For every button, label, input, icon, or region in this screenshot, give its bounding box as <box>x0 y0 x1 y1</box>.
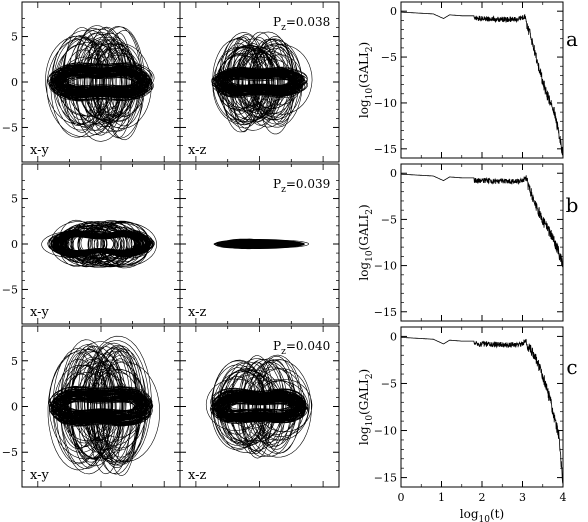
y-tick-label: 0 <box>11 238 18 251</box>
y-tick-label: 0 <box>390 5 397 18</box>
y-axis-label: log10(GALI2) <box>357 42 375 118</box>
y-tick-label: −15 <box>374 472 397 485</box>
gali-panel-b: 0 −5 −10 −15 log10(GALI2) <box>357 163 564 322</box>
gali-curve <box>401 11 564 157</box>
y-tick-label: 0 <box>11 401 18 414</box>
pz-subscript: z <box>281 347 286 357</box>
y-tick-label: −5 <box>2 121 18 134</box>
gali-curve <box>401 173 564 268</box>
y-tick-label: −5 <box>381 377 397 390</box>
pz-value: =0.040 <box>286 339 330 353</box>
pz-symbol: P <box>273 177 281 191</box>
x-tick-label: 3 <box>519 491 526 504</box>
pz-symbol: P <box>273 15 281 29</box>
orbit-trajectory <box>47 335 161 476</box>
projection-label: x-z <box>188 468 206 483</box>
y-tick-label: −10 <box>374 260 397 273</box>
y-tick-label: −5 <box>381 213 397 226</box>
x-axis-label-tail: (t) <box>490 507 504 521</box>
orbit-trajectory-core <box>216 239 303 249</box>
pz-value: =0.039 <box>286 177 330 191</box>
orbit-panel-b-xy: 5 0 −5 x-y <box>2 163 181 325</box>
pz-symbol: P <box>273 339 281 353</box>
y-axis-label-main: log <box>357 262 371 281</box>
y-axis-label: log10(GALI2) <box>357 204 375 280</box>
y-axis-label-mid: (GALI <box>357 379 371 415</box>
projection-label: x-y <box>30 143 49 158</box>
projection-label: x-y <box>30 468 49 483</box>
orbit-panel-b-xz: x-z Pz=0.039 <box>179 163 340 325</box>
orbit-panel-c-xz: x-z Pz=0.040 <box>179 325 340 488</box>
y-tick-label: −10 <box>374 425 397 438</box>
y-axis-label-mid: (GALI <box>357 52 371 88</box>
y-axis-label-main: log <box>357 426 371 445</box>
y-axis-label-tail: ) <box>357 369 371 374</box>
y-axis-label-main: log <box>357 99 371 118</box>
row-labels: a b c <box>566 27 579 379</box>
gali-panel-a: 0 −5 −10 −15 log10(GALI2) <box>357 1 564 159</box>
y-tick-label: 5 <box>11 193 18 206</box>
y-tick-label: −15 <box>374 306 397 319</box>
y-tick-label: −5 <box>381 51 397 64</box>
y-axis-label-sub2: 2 <box>365 374 375 380</box>
pz-label: Pz=0.040 <box>273 339 330 357</box>
orbit-trajectory <box>45 25 155 142</box>
y-tick-label: −15 <box>374 143 397 156</box>
pz-label: Pz=0.039 <box>273 177 330 195</box>
y-tick-label: 0 <box>390 167 397 180</box>
row-label-c: c <box>566 355 577 379</box>
y-axis-label-sub2: 2 <box>365 47 375 53</box>
x-tick-label: 4 <box>560 491 567 504</box>
y-tick-label: −10 <box>374 97 397 110</box>
y-axis-label-sub: 10 <box>365 250 375 262</box>
projection-label: x-z <box>188 143 206 158</box>
y-tick-label: −5 <box>2 446 18 459</box>
pz-subscript: z <box>281 185 286 195</box>
x-tick-label: 1 <box>438 491 445 504</box>
orbit-trajectory <box>41 219 157 269</box>
y-tick-label: 5 <box>11 355 18 368</box>
pz-value: =0.038 <box>286 15 330 29</box>
gali-panel-frame <box>400 326 564 488</box>
y-axis-label-tail: ) <box>357 42 371 47</box>
orbit-panel-a-xy: 5 0 −5 x-y <box>2 1 181 163</box>
y-axis-label-sub: 10 <box>365 415 375 427</box>
x-axis-label-main: log <box>460 507 479 521</box>
x-tick-label: 0 <box>398 491 405 504</box>
x-axis-label-sub: 10 <box>479 515 491 522</box>
pz-label: Pz=0.038 <box>273 15 330 33</box>
y-axis-label-mid: (GALI <box>357 215 371 251</box>
projection-label: x-z <box>188 305 206 320</box>
y-axis-label-sub: 10 <box>365 88 375 100</box>
gali-panels: 0−5−10−15log10(GALI2)0−5−10−15log10(GALI… <box>357 1 567 522</box>
y-tick-label: −5 <box>2 283 18 296</box>
x-tick-label: 2 <box>479 491 486 504</box>
y-axis-label-sub2: 2 <box>365 209 375 215</box>
row-label-b: b <box>566 193 579 217</box>
gali-curve <box>401 337 564 484</box>
row-label-a: a <box>566 27 578 51</box>
orbit-panel-a-xz: x-z Pz=0.038 <box>179 1 340 163</box>
gali-panel-frame <box>400 1 564 159</box>
projection-label: x-y <box>30 305 49 320</box>
orbit-trajectory <box>205 354 313 459</box>
pz-subscript: z <box>281 23 286 33</box>
orbit-trajectory <box>211 31 313 135</box>
y-axis-label: log10(GALI2) <box>357 369 375 445</box>
orbit-panel-c-xy: 5 0 −5 x-y <box>2 325 181 488</box>
y-tick-label: 0 <box>390 330 397 343</box>
y-tick-label: 5 <box>11 31 18 44</box>
gali-panel-frame <box>400 163 564 322</box>
y-axis-label-tail: ) <box>357 204 371 209</box>
x-axis-label: log10(t) <box>460 507 504 522</box>
y-tick-label: 0 <box>11 76 18 89</box>
